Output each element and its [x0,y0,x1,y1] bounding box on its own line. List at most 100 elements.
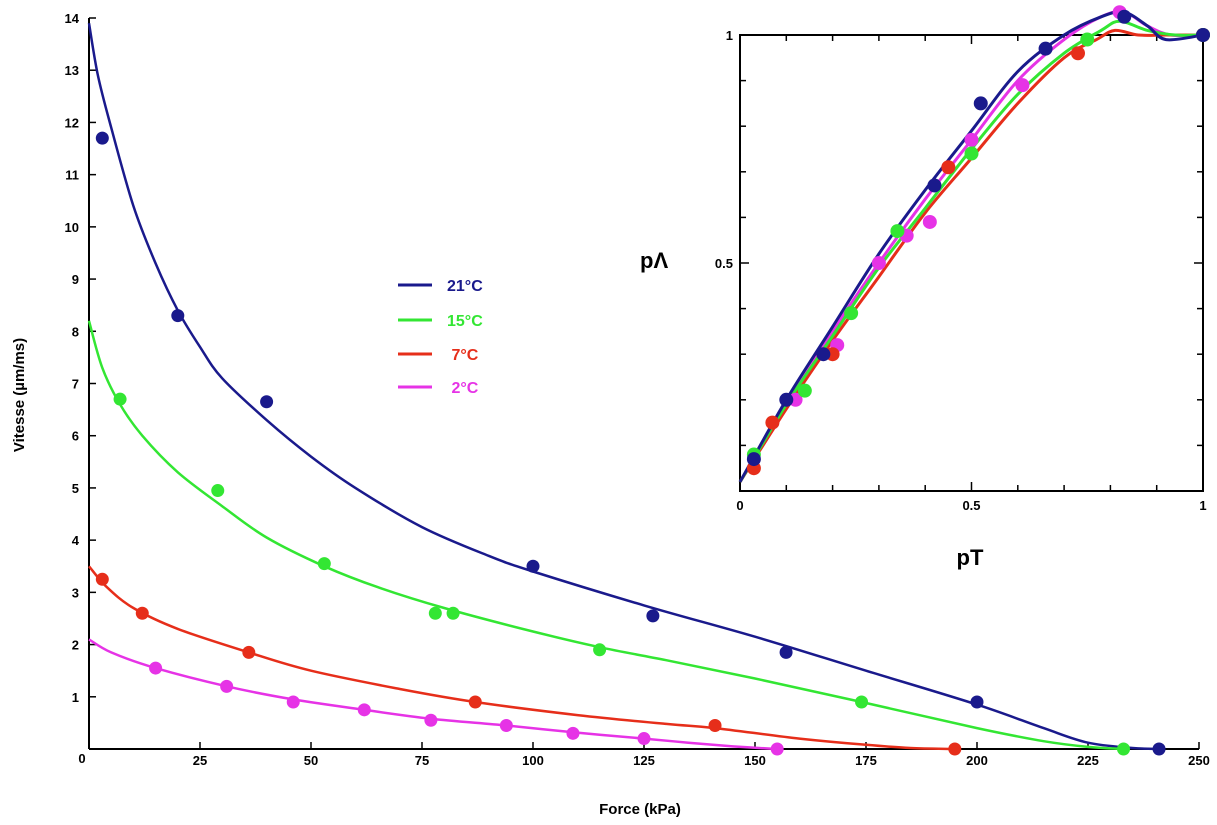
main-x-tick-label: 125 [633,753,655,768]
main-data-point [1117,742,1131,756]
inset-data-point [816,347,831,362]
main-data-point [242,645,256,659]
main-data-point [220,679,234,693]
main-data-point [566,726,580,740]
inset-data-point [922,214,937,229]
main-y-tick-label: 13 [65,63,79,78]
main-data-point [428,606,442,620]
inset-series-points [746,5,1210,476]
inset-chart: 0 0.5 1 0.5 1 pT pΛ [640,5,1210,570]
main-y-axis-title: Vitesse (µm/ms) [11,338,28,452]
main-y-tick-label: 6 [72,429,79,444]
main-data-point [637,732,651,746]
main-x-tick-label: 100 [522,753,544,768]
main-x-tick-label: 225 [1077,753,1099,768]
inset-data-point [1196,28,1210,42]
main-x-tick-label: 175 [855,753,877,768]
inset-data-point [1080,32,1095,47]
inset-series-line [738,19,1204,483]
inset-y-tick-label: 1 [726,28,733,43]
main-data-point [317,557,331,571]
inset-x-tick-label: 1 [1199,498,1206,513]
inset-data-point [746,452,761,467]
main-data-point [211,484,225,498]
main-data-point [948,742,962,756]
inset-data-point [844,306,859,321]
inset-x-axis-title: pT [957,545,984,570]
legend-label-7: 7°C [447,347,479,364]
main-data-point [526,559,540,573]
legend-label-15: 15°C [447,313,483,330]
inset-data-point [973,96,988,111]
inset-x-tick-label: 0.5 [962,498,980,513]
main-series-line [87,320,1124,751]
main-series-line [87,22,1160,751]
main-data-point [424,713,438,727]
legend-label-2: 2°C [447,380,479,397]
main-data-point [171,309,185,323]
main-data-point [646,609,660,623]
main-data-point [468,695,482,709]
legend: 21°C 15°C 7°C 2°C [398,278,483,397]
main-data-point [286,695,300,709]
inset-data-point [1070,46,1085,61]
main-data-point [113,392,127,406]
inset-data-point [927,178,942,193]
main-x-tick-label: 25 [193,753,207,768]
main-y-tick-label: 3 [72,585,79,600]
main-x-tick-label: 200 [966,753,988,768]
main-y-tick-label: 4 [72,533,80,548]
inset-series-line [738,10,1204,483]
inset-data-point [964,132,979,147]
main-y-tick-label: 1 [72,690,79,705]
main-data-point [970,695,984,709]
inset-y-tick-label: 0.5 [715,256,733,271]
inset-data-point [871,256,886,270]
main-data-point [357,703,371,717]
main-data-point [708,719,722,733]
inset-data-point [797,383,812,398]
inset-data-point [1015,78,1030,93]
main-y-tick-label: 9 [72,272,79,287]
main-data-point [260,395,274,409]
main-y-tick-label: 14 [65,11,80,26]
main-y-tick-label: 2 [72,638,79,653]
inset-data-point [1038,41,1053,56]
main-x-tick-label: 75 [415,753,429,768]
main-series-points [95,131,1166,756]
inset-data-point [890,224,905,239]
main-data-point [770,742,784,756]
inset-data-point [941,160,956,175]
main-x-axis-title: Force (kPa) [599,801,681,818]
main-x-tick-label: 50 [304,753,318,768]
main-data-point [855,695,869,709]
main-data-point [95,572,109,586]
main-y-tick-label: 12 [65,115,79,130]
main-axes: 25 50 75 100 125 150 175 200 225 250 123456789101… [65,11,1210,768]
main-y-tick-label: 10 [65,220,79,235]
inset-x-tick-label: 0 [736,498,743,513]
main-x-tick-label: 250 [1188,753,1210,768]
main-origin-label: 0 [78,751,85,766]
main-data-point [446,606,460,620]
main-y-tick-label: 5 [72,481,79,496]
main-data-point [149,661,163,675]
main-data-point [499,719,513,733]
main-y-tick-label: 11 [65,168,79,183]
inset-data-point [765,415,780,430]
inset-data-point [1117,9,1132,24]
legend-label-21: 21°C [447,278,483,295]
inset-frame [739,34,1204,492]
inset-y-axis-title: pΛ [640,248,668,273]
main-data-point [95,131,109,145]
main-x-tick-label: 150 [744,753,766,768]
inset-data-point [779,392,794,407]
main-y-tick-label: 8 [72,324,79,339]
main-data-point [593,643,607,657]
main-data-point [1152,742,1166,756]
main-y-tick-label: 7 [72,377,79,392]
main-data-point [779,645,793,659]
inset-data-point [964,146,979,161]
main-data-point [135,606,149,620]
